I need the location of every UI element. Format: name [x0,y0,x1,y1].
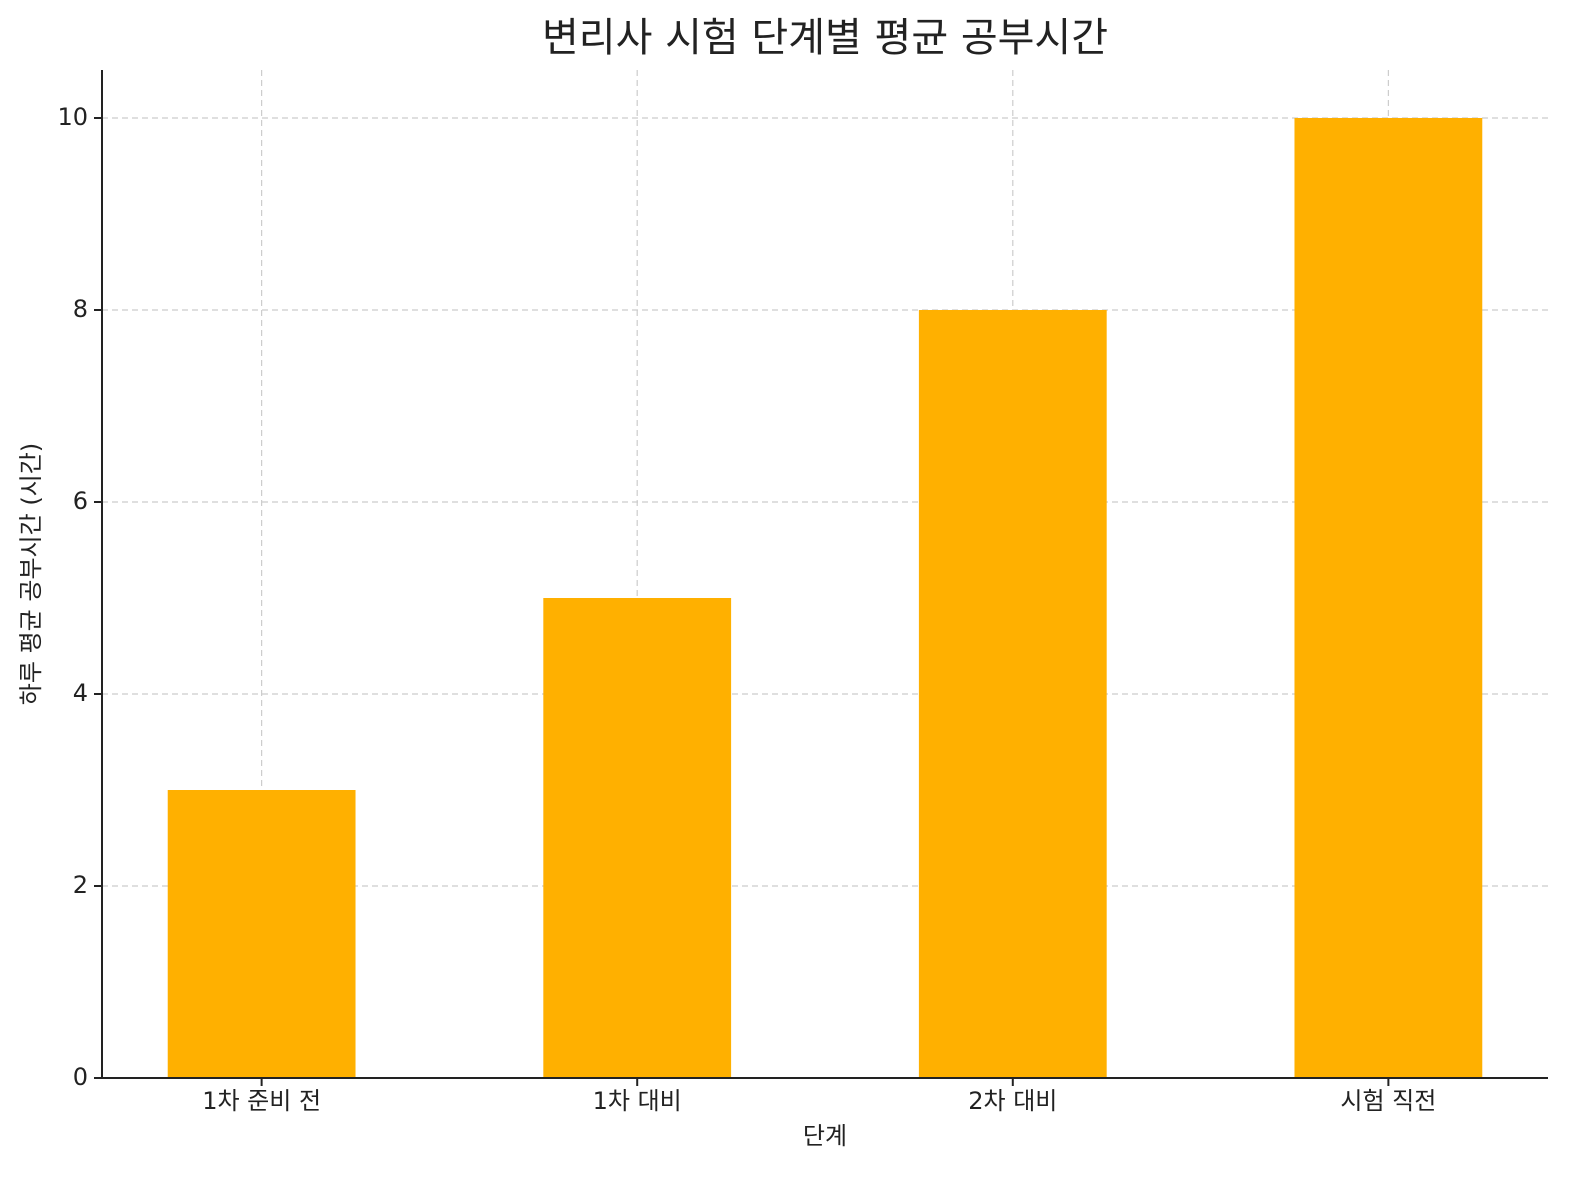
chart-title: 변리사 시험 단계별 평균 공부시간 [542,15,1108,61]
bar [1294,118,1483,1078]
y-axis-label: 하루 평균 공부시간 (시간) [17,443,45,705]
bar [918,310,1107,1078]
x-tick-label: 1차 준비 전 [202,1087,321,1115]
y-tick-label: 6 [73,487,88,515]
x-tick-label: 시험 직전 [1340,1087,1436,1115]
y-tick-label: 2 [73,871,88,899]
bar [543,598,732,1078]
x-axis-label: 단계 [803,1122,847,1150]
x-tick-label: 1차 대비 [593,1087,682,1115]
y-tick-label: 8 [73,295,88,323]
y-tick-label: 10 [57,103,88,131]
bar [167,790,356,1078]
y-tick-label: 0 [73,1063,88,1091]
y-tick-label: 4 [73,679,88,707]
x-tick-label: 2차 대비 [968,1087,1057,1115]
